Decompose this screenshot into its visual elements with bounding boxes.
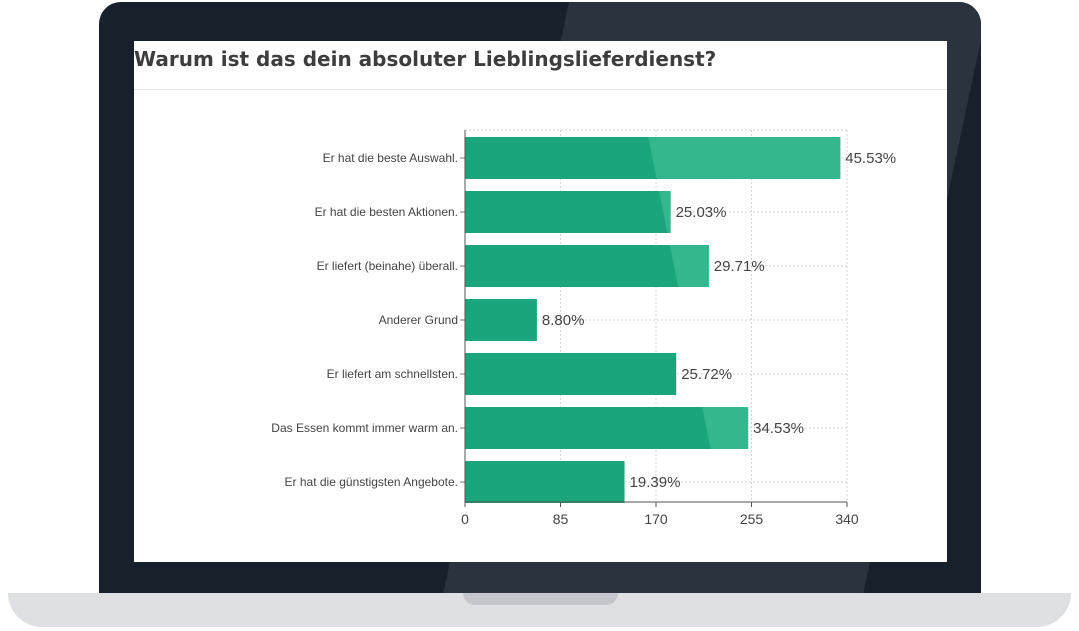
value-label: 25.03%	[676, 204, 727, 221]
bar	[465, 191, 671, 233]
value-label: 19.39%	[630, 474, 681, 491]
bar-chart: Er hat die beste Auswahl. 45.53% Er hat di…	[271, 129, 896, 527]
x-tick-label: 255	[740, 511, 764, 527]
category-label: Er hat die günstigsten Angebote.	[285, 475, 458, 489]
bar-highlight	[669, 245, 709, 287]
bar	[465, 461, 625, 503]
value-label: 29.71%	[714, 258, 765, 275]
category-label: Er liefert am schnellsten.	[327, 367, 458, 381]
screen: Warum ist das dein absoluter Lieblingsli…	[134, 41, 947, 562]
bar	[465, 245, 709, 287]
category-label: Er hat die besten Aktionen.	[315, 205, 458, 219]
bar	[465, 353, 677, 395]
laptop-base	[8, 593, 1071, 627]
x-tick-label: 85	[553, 511, 569, 527]
laptop-base-notch	[463, 593, 618, 605]
category-label: Er liefert (beinahe) überall.	[317, 259, 458, 273]
title-divider	[134, 89, 947, 90]
chart-title: Warum ist das dein absoluter Lieblingsli…	[134, 47, 717, 71]
bar-highlight	[648, 137, 841, 179]
category-label: Er hat die beste Auswahl.	[323, 151, 458, 165]
category-label: Anderer Grund	[379, 313, 458, 327]
value-label: 25.72%	[681, 366, 732, 383]
bar-highlight	[702, 407, 749, 449]
value-label: 45.53%	[845, 150, 896, 167]
bar	[465, 407, 749, 449]
value-label: 8.80%	[542, 312, 585, 329]
x-tick-label: 340	[835, 511, 859, 527]
bar	[465, 299, 537, 341]
value-label: 34.53%	[753, 420, 804, 437]
x-tick-label: 170	[644, 511, 668, 527]
category-label: Das Essen kommt immer warm an.	[271, 421, 458, 435]
x-tick-label: 0	[461, 511, 469, 527]
bar-highlight	[659, 191, 671, 233]
